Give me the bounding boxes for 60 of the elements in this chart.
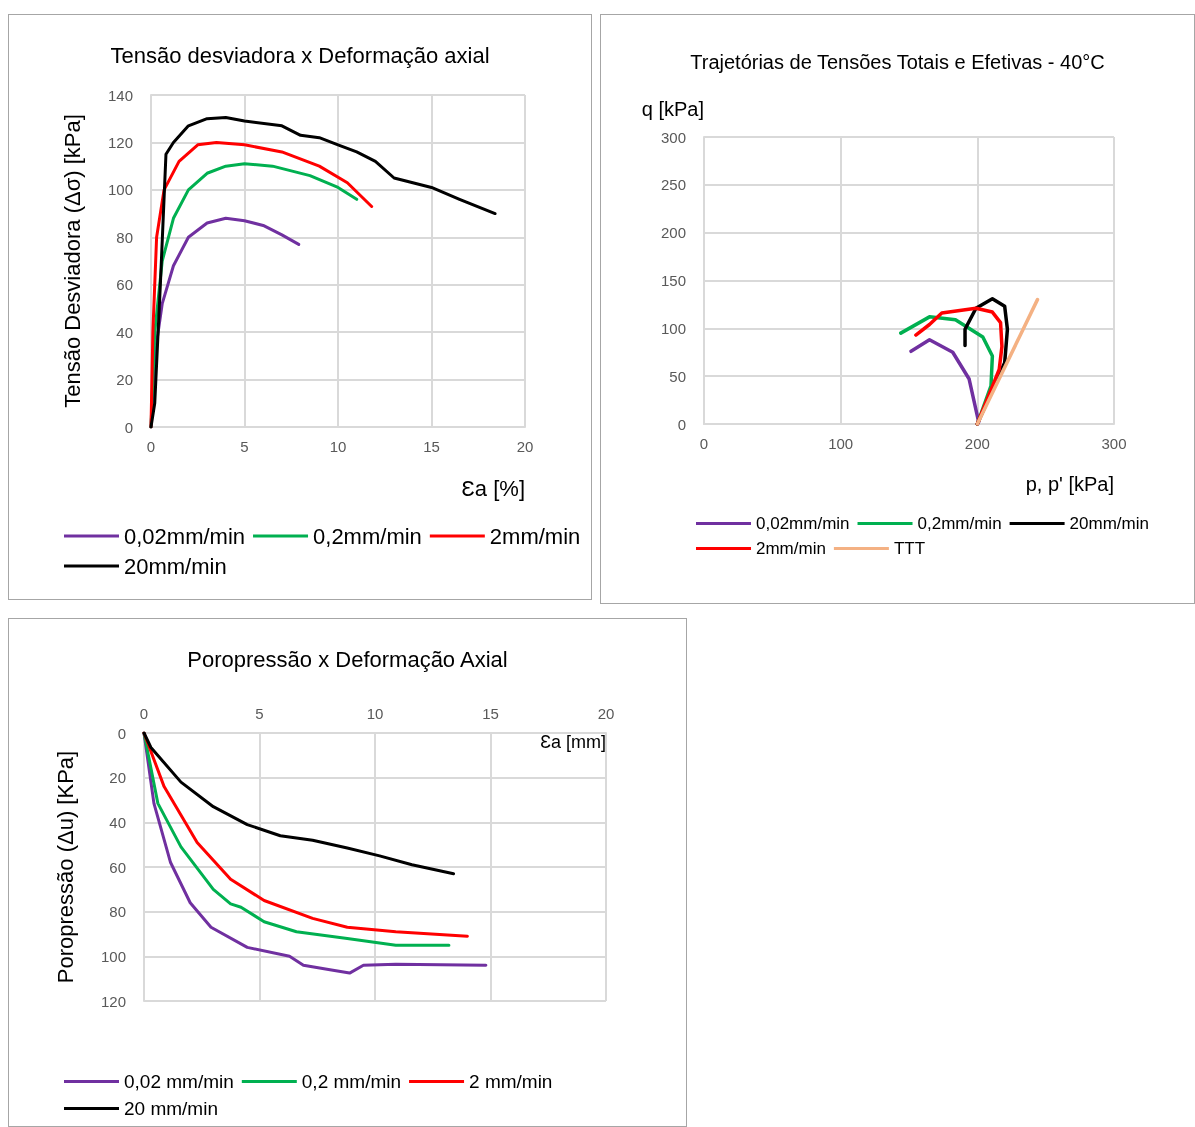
y-tick-label: 150	[660, 272, 686, 289]
x-tick-label: 15	[482, 705, 499, 722]
legend-label: 0,2mm/min	[917, 514, 1002, 533]
legend-label: 2mm/min	[756, 539, 826, 558]
legend-label: 20mm/min	[124, 553, 227, 579]
x-tick-label: 15	[423, 438, 440, 455]
legend-label: 0,02mm/min	[756, 514, 850, 533]
legend-label: 0,2 mm/min	[301, 1071, 402, 1092]
y-tick-label: 40	[116, 323, 133, 341]
line-series	[142, 731, 456, 876]
x-tick-label: 20	[516, 438, 534, 455]
legend-label: 20 mm/min	[124, 1098, 218, 1119]
x-tick-label: 300	[1101, 435, 1127, 452]
y-tick-label: 60	[116, 276, 133, 294]
y-axis-title: Tensão Desviadora (Δσ) [kPa]	[59, 114, 85, 408]
legend-label: 2mm/min	[489, 523, 581, 549]
y-tick-label: 60	[109, 858, 126, 876]
y-tick-label: 250	[660, 176, 686, 194]
y-tick-label: 0	[124, 418, 133, 436]
x-tick-label: 0	[139, 705, 149, 722]
y-tick-label: 80	[109, 903, 126, 921]
y-tick-label: 40	[109, 813, 126, 831]
y-tick-label: 0	[677, 415, 686, 433]
line-series	[149, 116, 497, 429]
y-tick-label: 50	[669, 367, 686, 385]
legend-label: 0,02mm/min	[124, 523, 246, 549]
y-axis-title: Poropressão (Δu) [KPa]	[52, 750, 78, 984]
x-axis-title: Ɛa [mm]	[540, 732, 606, 752]
legend-label: TTT	[893, 539, 926, 558]
y-tick-label: 100	[107, 181, 133, 199]
y-axis-title: q [kPa]	[641, 98, 704, 120]
legend-label: 2 mm/min	[469, 1071, 553, 1092]
y-tick-label: 120	[107, 133, 133, 151]
x-axis-title: p, p' [kPa]	[1025, 473, 1114, 495]
x-tick-label: 0	[146, 438, 156, 455]
x-tick-label: 10	[366, 705, 384, 722]
y-tick-label: 100	[660, 319, 686, 337]
x-axis-title: Ɛa [%]	[461, 475, 525, 501]
x-tick-label: 5	[240, 438, 249, 455]
x-tick-label: 100	[828, 435, 854, 452]
y-tick-label: 200	[660, 224, 686, 242]
y-tick-label: 120	[100, 992, 126, 1010]
y-tick-label: 20	[109, 769, 126, 787]
legend-label: 0,02 mm/min	[124, 1071, 234, 1092]
x-tick-label: 10	[329, 438, 347, 455]
legend-label: 0,2mm/min	[313, 523, 422, 549]
legend-label: 20mm/min	[1069, 514, 1149, 533]
y-tick-label: 80	[116, 228, 133, 246]
y-tick-label: 140	[107, 86, 133, 104]
y-tick-label: 300	[660, 128, 686, 146]
x-tick-label: 5	[255, 705, 264, 722]
x-tick-label: 0	[699, 435, 709, 452]
chart-title: Trajetórias de Tensões Totais e Efetivas - 40°C	[690, 51, 1105, 73]
y-tick-label: 0	[117, 724, 126, 742]
x-tick-label: 200	[964, 435, 990, 452]
y-tick-label: 20	[116, 371, 133, 389]
chart-title: Poropressão x Deformação Axial	[187, 646, 508, 672]
y-tick-label: 100	[100, 947, 126, 965]
chart-title: Tensão desviadora x Deformação axial	[110, 42, 490, 68]
x-tick-label: 20	[597, 705, 615, 722]
